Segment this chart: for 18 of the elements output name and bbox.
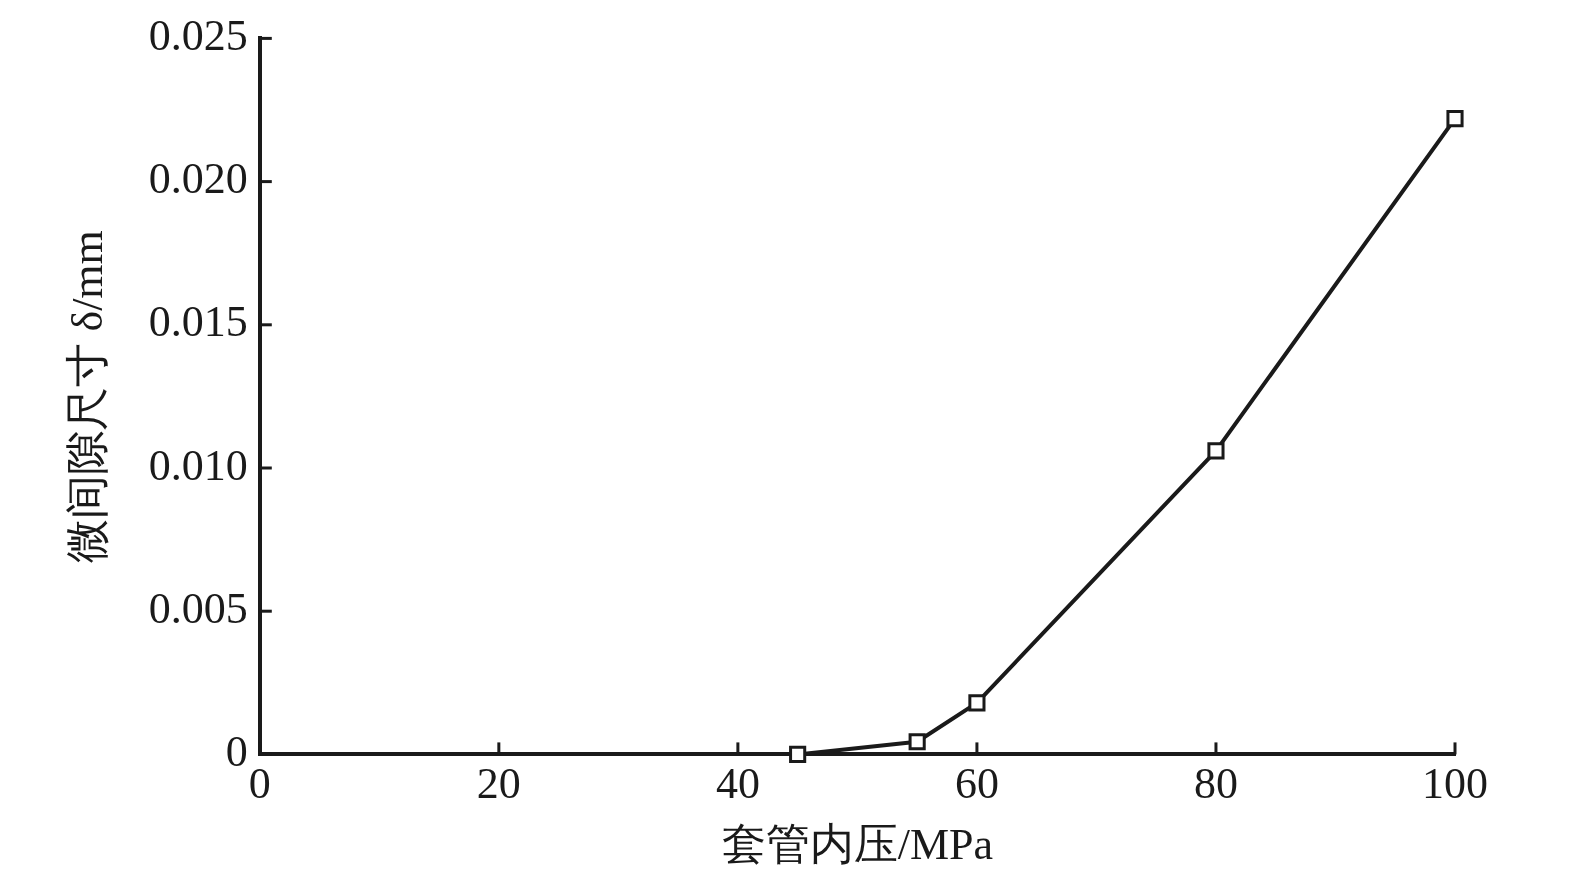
y-tick-label: 0 bbox=[225, 726, 248, 776]
x-tick-label: 20 bbox=[476, 759, 521, 809]
y-tick-label: 0.025 bbox=[148, 10, 248, 60]
x-tick-label: 100 bbox=[1422, 759, 1488, 809]
y-tick-label: 0.015 bbox=[148, 297, 248, 347]
x-axis-title: 套管内压/MPa bbox=[721, 820, 994, 870]
point bbox=[968, 694, 986, 712]
point bbox=[1446, 110, 1464, 128]
x-tick-label: 80 bbox=[1193, 759, 1238, 809]
point bbox=[908, 733, 926, 751]
point bbox=[789, 745, 807, 763]
y-axis-title: 微间隙尺寸 δ/mm bbox=[62, 230, 112, 563]
point bbox=[1207, 442, 1225, 460]
x-tick-label: 60 bbox=[954, 759, 999, 809]
y-tick-label: 0.005 bbox=[148, 583, 248, 633]
y-tick-label: 0.020 bbox=[148, 154, 248, 204]
y-tick-label: 0.010 bbox=[148, 440, 248, 490]
x-tick-label: 40 bbox=[715, 759, 760, 809]
